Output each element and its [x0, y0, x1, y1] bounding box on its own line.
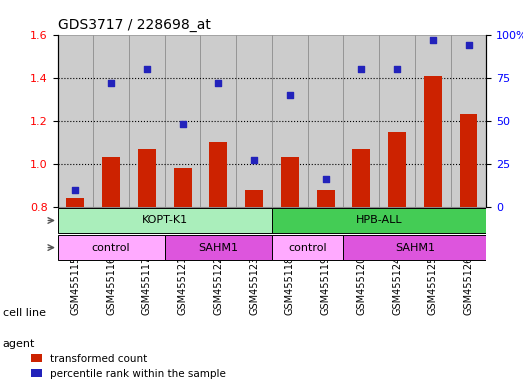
Text: HPB-ALL: HPB-ALL	[356, 215, 403, 225]
FancyBboxPatch shape	[236, 35, 272, 207]
Bar	[165, 235, 272, 260]
Bar	[209, 142, 228, 207]
Bar	[281, 157, 299, 207]
Bar	[388, 132, 406, 207]
FancyBboxPatch shape	[451, 35, 486, 207]
Point	[250, 157, 258, 164]
Bar	[102, 157, 120, 207]
Bar	[344, 235, 486, 260]
Point	[107, 80, 115, 86]
Point	[178, 121, 187, 127]
FancyBboxPatch shape	[308, 35, 344, 207]
Bar	[272, 235, 344, 260]
FancyBboxPatch shape	[344, 35, 379, 207]
FancyBboxPatch shape	[58, 35, 93, 207]
Bar	[245, 190, 263, 207]
Point	[286, 92, 294, 98]
Point	[429, 36, 437, 43]
Text: SAHM1: SAHM1	[395, 243, 435, 253]
Bar	[316, 190, 335, 207]
Bar	[174, 168, 191, 207]
Text: cell line: cell line	[3, 308, 46, 318]
FancyBboxPatch shape	[200, 35, 236, 207]
Point	[214, 80, 223, 86]
Text: GDS3717 / 228698_at: GDS3717 / 228698_at	[58, 18, 210, 32]
FancyBboxPatch shape	[93, 35, 129, 207]
Bar	[66, 198, 84, 207]
Bar	[353, 149, 370, 207]
Text: KOPT-K1: KOPT-K1	[142, 215, 188, 225]
Bar	[460, 114, 477, 207]
FancyBboxPatch shape	[165, 35, 200, 207]
Point	[357, 66, 366, 72]
Bar	[272, 208, 486, 233]
Bar	[58, 208, 272, 233]
Point	[464, 42, 473, 48]
Text: SAHM1: SAHM1	[198, 243, 238, 253]
Bar	[424, 76, 442, 207]
FancyBboxPatch shape	[415, 35, 451, 207]
Text: control: control	[92, 243, 130, 253]
Point	[393, 66, 401, 72]
FancyBboxPatch shape	[379, 35, 415, 207]
FancyBboxPatch shape	[129, 35, 165, 207]
Bar	[138, 149, 156, 207]
Legend: transformed count, percentile rank within the sample: transformed count, percentile rank withi…	[31, 354, 226, 379]
Point	[321, 176, 329, 182]
Text: control: control	[288, 243, 327, 253]
Point	[143, 66, 151, 72]
Point	[71, 187, 79, 193]
Bar	[58, 235, 165, 260]
FancyBboxPatch shape	[272, 35, 308, 207]
Text: agent: agent	[3, 339, 35, 349]
